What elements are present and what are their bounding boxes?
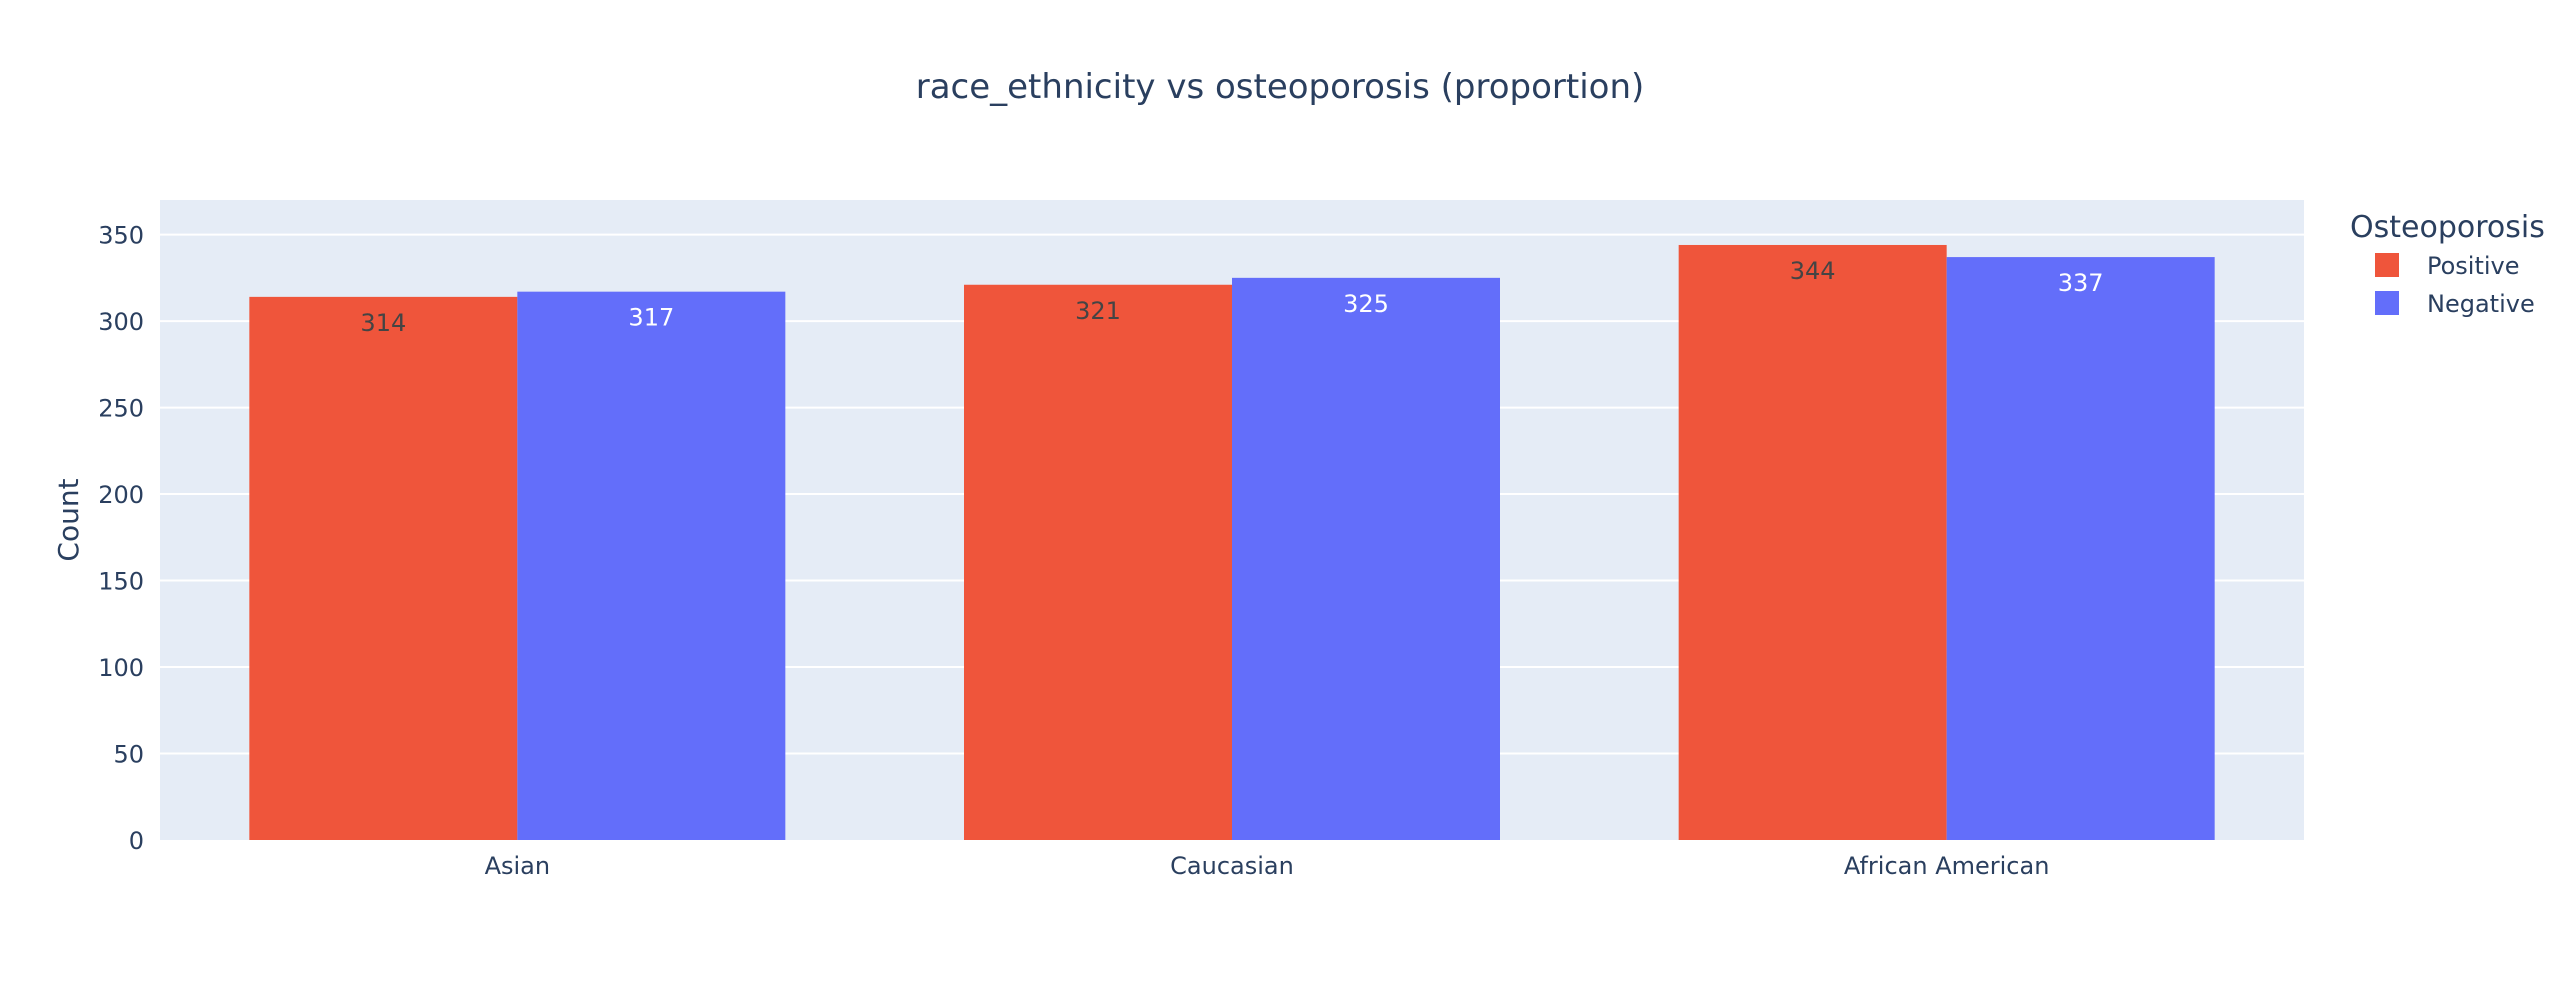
bars[interactable] xyxy=(249,244,2215,841)
bar-positive-asian[interactable] xyxy=(249,296,518,840)
bar-negative-asian[interactable] xyxy=(517,291,786,841)
y-tick-label: 150 xyxy=(98,568,144,596)
x-axis-ticks: Asian Caucasian African American xyxy=(485,852,2050,880)
bar-negative-african-american[interactable] xyxy=(1946,257,2215,841)
legend[interactable]: Osteoporosis Positive Negative xyxy=(2350,210,2545,318)
y-axis-ticks: 0 50 100 150 200 250 300 350 xyxy=(98,222,144,855)
legend-title: Osteoporosis xyxy=(2350,210,2545,245)
bar-labels: 314 317 321 325 344 337 xyxy=(360,257,2103,337)
legend-label-positive[interactable]: Positive xyxy=(2427,252,2520,280)
legend-label-negative[interactable]: Negative xyxy=(2427,290,2535,318)
bar-value-label: 344 xyxy=(1790,257,1836,285)
x-tick-label: Caucasian xyxy=(1170,852,1294,880)
y-tick-label: 50 xyxy=(113,741,144,769)
y-tick-label: 100 xyxy=(98,654,144,682)
bar-negative-caucasian[interactable] xyxy=(1232,277,1500,840)
x-tick-label: African American xyxy=(1844,852,2050,880)
y-tick-label: 200 xyxy=(98,481,144,509)
y-tick-label: 250 xyxy=(98,395,144,423)
legend-swatch-positive[interactable] xyxy=(2375,253,2399,277)
bar-value-label: 325 xyxy=(1343,290,1389,318)
bar-value-label: 321 xyxy=(1075,297,1121,325)
legend-swatch-negative[interactable] xyxy=(2375,291,2399,315)
y-tick-label: 300 xyxy=(98,308,144,336)
x-tick-label: Asian xyxy=(485,852,551,880)
bar-positive-caucasian[interactable] xyxy=(964,284,1232,841)
chart-title: race_ethnicity vs osteoporosis (proporti… xyxy=(916,67,1645,107)
bar-value-label: 317 xyxy=(628,304,674,332)
bar-value-label: 337 xyxy=(2058,269,2104,297)
y-axis-title: Count xyxy=(52,478,85,561)
bar-value-label: 314 xyxy=(360,309,406,337)
y-tick-label: 350 xyxy=(98,222,144,250)
y-tick-label: 0 xyxy=(129,827,144,855)
bar-positive-african-american[interactable] xyxy=(1678,244,1947,841)
